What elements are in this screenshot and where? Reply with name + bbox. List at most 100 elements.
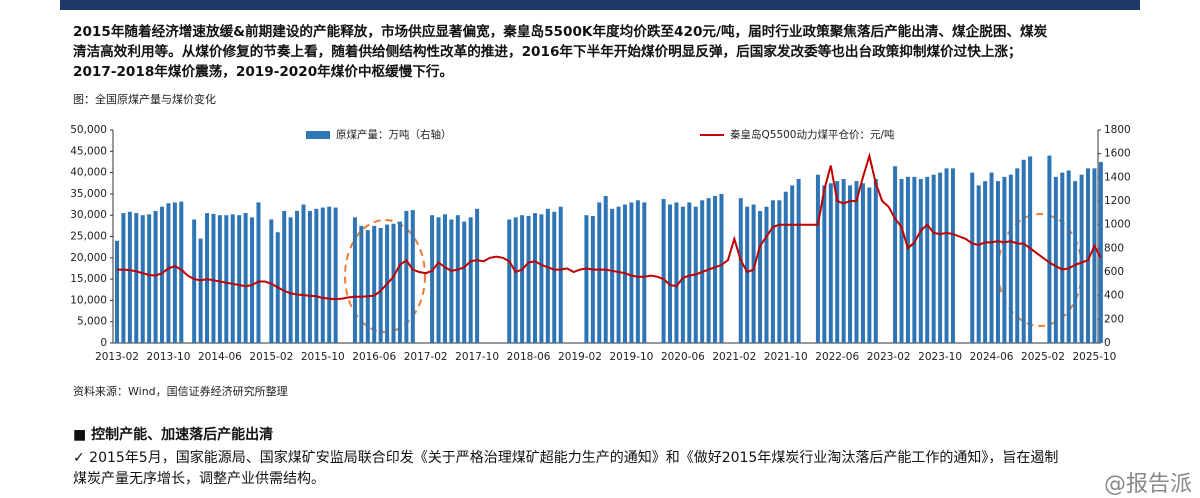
bar [796, 178, 801, 343]
y-tick-label: 45,000 [70, 145, 107, 157]
bar [468, 217, 473, 343]
bar [777, 200, 782, 343]
bar [873, 178, 878, 343]
bar [198, 238, 203, 343]
bar [764, 206, 769, 343]
x-tick-label: 2015-10 [301, 351, 345, 363]
bar [532, 213, 537, 343]
y-tick-label: 0 [100, 337, 107, 349]
paragraph-line: 清洁高效利用等。从煤价修复的节奏上看，随着供给侧结构性改革的推进，2016年下半… [73, 44, 1022, 60]
bar [642, 202, 647, 343]
y2-tick-label: 1000 [1104, 219, 1131, 231]
bar [462, 221, 467, 343]
bar [442, 214, 447, 343]
x-tick-label: 2024-06 [970, 351, 1014, 363]
bar [166, 203, 171, 343]
x-tick-label: 2020-06 [661, 351, 705, 363]
y2-tick-label: 1200 [1104, 195, 1131, 207]
x-tick-label: 2025-10 [1072, 351, 1116, 363]
x-tick-label: 2019-02 [558, 351, 602, 363]
x-tick-label: 2021-02 [712, 351, 756, 363]
bar [352, 217, 357, 343]
figure-caption: 图：全国原煤产量与煤价变化 [73, 93, 216, 106]
bar [1053, 176, 1058, 343]
bar [745, 206, 750, 343]
x-tick-label: 2022-06 [815, 351, 859, 363]
chart: 0 5,000 10,000 15,000 20,000 25,000 30,000 35,0… [70, 124, 1131, 363]
bar [1028, 156, 1033, 343]
bar [976, 185, 981, 343]
bar [989, 172, 994, 343]
bar [115, 240, 119, 343]
bar [661, 199, 666, 343]
y-tick-label: 25,000 [70, 231, 107, 243]
x-tick-label: 2018-06 [507, 351, 551, 363]
bar [160, 206, 165, 343]
bar [687, 202, 692, 343]
x-tick-label: 2017-02 [404, 351, 448, 363]
bar [822, 185, 827, 343]
bar [970, 172, 975, 343]
bar [815, 174, 820, 343]
bar [835, 181, 840, 343]
bar [783, 191, 788, 343]
x-tick-label: 2013-02 [95, 351, 139, 363]
header-bar [60, 0, 1140, 10]
legend-label: 原煤产量：万吨（右轴） [336, 128, 452, 141]
bar [320, 207, 325, 343]
bar [950, 168, 955, 343]
bar [256, 202, 261, 343]
bar [475, 208, 480, 343]
bar [1098, 161, 1103, 343]
x-tick-label: 2025-02 [1021, 351, 1065, 363]
y2-tick-label: 600 [1104, 266, 1124, 278]
bar [205, 213, 210, 343]
bar [288, 217, 293, 343]
bar [680, 206, 685, 343]
bar [918, 178, 923, 343]
y2-tick-label: 800 [1104, 242, 1124, 254]
y2-tick-label: 1600 [1104, 148, 1131, 160]
bar [372, 225, 377, 343]
bar [1066, 170, 1071, 343]
bar [558, 206, 563, 343]
bar [333, 207, 338, 343]
bar [1079, 174, 1084, 343]
x-tick-label: 2016-06 [352, 351, 396, 363]
bar [867, 187, 872, 343]
line [117, 152, 1102, 301]
y2-tick-label: 200 [1104, 313, 1124, 325]
bar [854, 181, 859, 343]
bar [610, 208, 615, 343]
bar [211, 213, 216, 343]
bar [314, 208, 319, 343]
bar [938, 172, 943, 343]
bar [430, 215, 435, 343]
bar [192, 219, 197, 343]
bar [719, 193, 724, 343]
x-tick-label: 2019-10 [609, 351, 653, 363]
bar [828, 183, 833, 343]
bar [983, 181, 988, 343]
paragraph-line: 2017-2018年煤价震荡，2019-2020年煤价中枢缓慢下行。 [73, 64, 454, 80]
bar [899, 178, 904, 343]
bar [1008, 174, 1013, 343]
bar [545, 208, 550, 343]
bar [243, 213, 248, 343]
bar [1092, 168, 1097, 343]
bar [893, 166, 898, 343]
legend-swatch [306, 131, 330, 139]
x-tick-label: 2014-06 [198, 351, 242, 363]
bar [230, 214, 235, 343]
y2-tick-label: 0 [1104, 337, 1111, 349]
highlight-circle [344, 219, 426, 333]
bar [1073, 181, 1078, 343]
bar [770, 200, 775, 343]
bar [590, 216, 595, 343]
bar [455, 215, 460, 343]
section-heading: ■ 控制产能、加速落后产能出清 [73, 427, 274, 443]
bar [307, 210, 312, 343]
bar [931, 174, 936, 343]
y-tick-label: 35,000 [70, 188, 107, 200]
